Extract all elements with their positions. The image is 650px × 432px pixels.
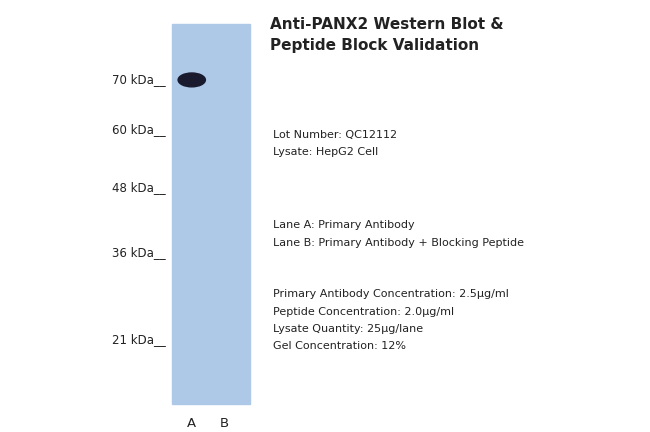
Text: A: A [187, 417, 196, 430]
Text: 70 kDa__: 70 kDa__ [112, 73, 166, 86]
Text: 60 kDa__: 60 kDa__ [112, 123, 166, 136]
Text: 48 kDa__: 48 kDa__ [112, 181, 166, 194]
Text: Peptide Concentration: 2.0µg/ml: Peptide Concentration: 2.0µg/ml [273, 307, 454, 317]
Text: 21 kDa__: 21 kDa__ [112, 333, 166, 346]
Text: B: B [220, 417, 229, 430]
Text: Lane A: Primary Antibody: Lane A: Primary Antibody [273, 220, 415, 230]
Text: Lysate: HepG2 Cell: Lysate: HepG2 Cell [273, 147, 378, 157]
Text: Gel Concentration: 12%: Gel Concentration: 12% [273, 341, 406, 351]
Text: Primary Antibody Concentration: 2.5µg/ml: Primary Antibody Concentration: 2.5µg/ml [273, 289, 509, 299]
Text: Lot Number: QC12112: Lot Number: QC12112 [273, 130, 397, 140]
Ellipse shape [178, 73, 205, 87]
Text: Anti-PANX2 Western Blot &
Peptide Block Validation: Anti-PANX2 Western Blot & Peptide Block … [270, 17, 503, 53]
Bar [172, 24, 250, 404]
Text: 36 kDa__: 36 kDa__ [112, 246, 166, 259]
Text: Lysate Quantity: 25µg/lane: Lysate Quantity: 25µg/lane [273, 324, 423, 334]
Text: Lane B: Primary Antibody + Blocking Peptide: Lane B: Primary Antibody + Blocking Pept… [273, 238, 524, 248]
